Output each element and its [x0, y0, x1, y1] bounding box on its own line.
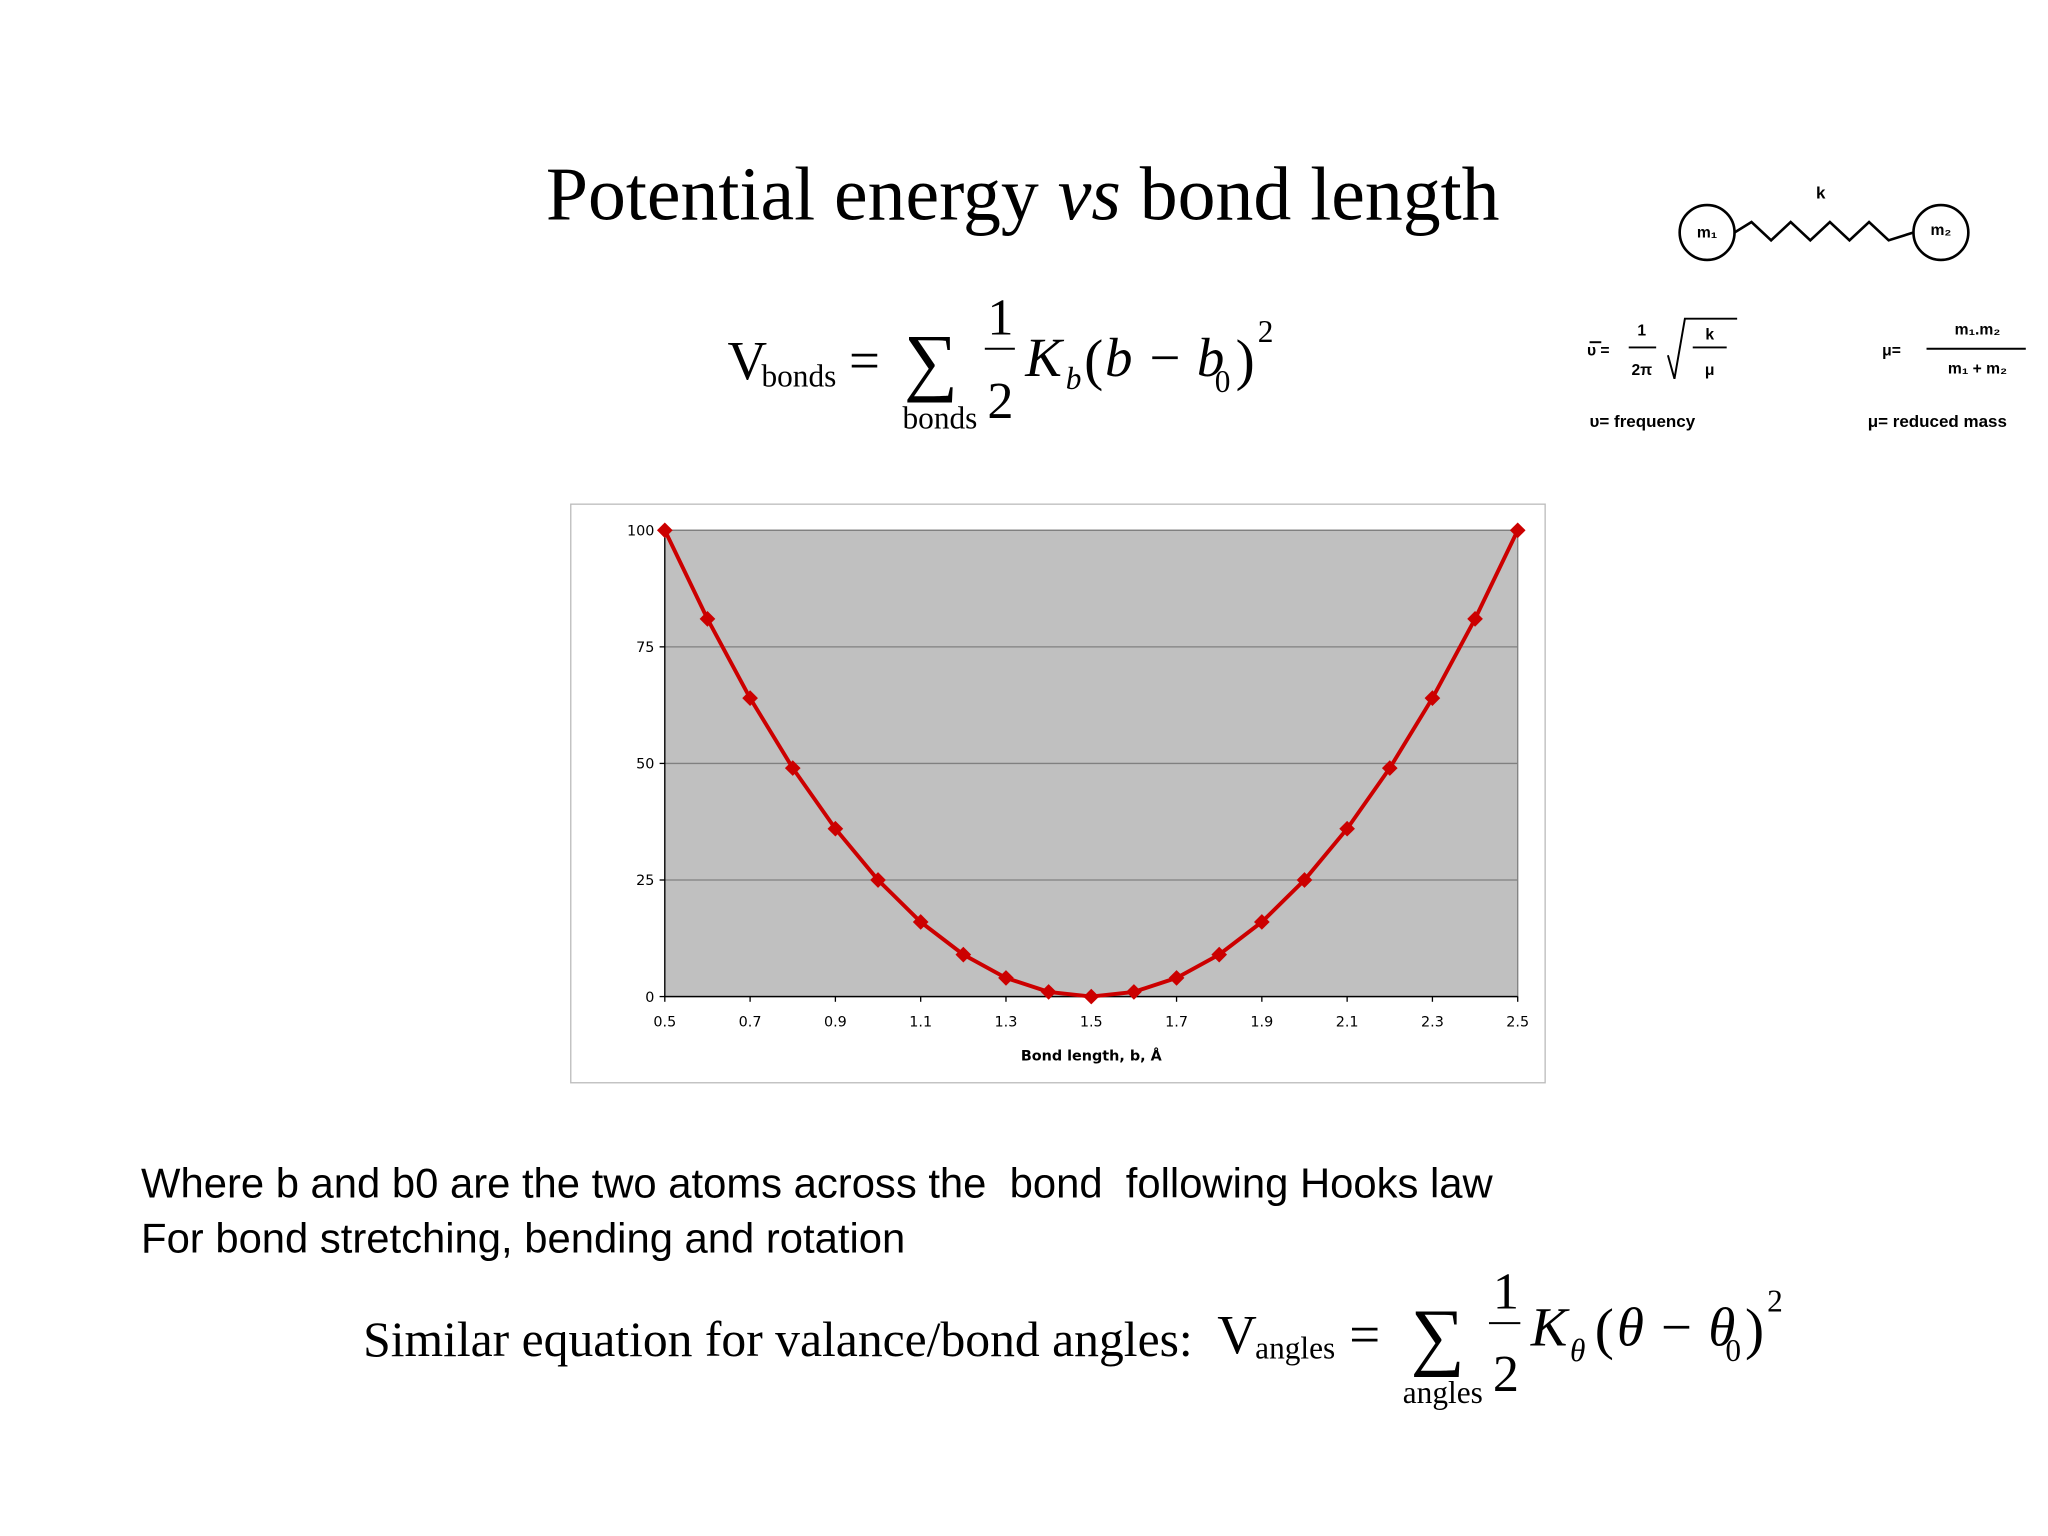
eq-text: θ — [1570, 1333, 1585, 1368]
formula-text: 1 — [1637, 323, 1646, 340]
eq-text: V — [728, 330, 768, 391]
formula-text: k — [1705, 327, 1714, 344]
eq-intro: Similar equation for valance/bond angles… — [363, 1312, 1193, 1367]
y-tick-label: 25 — [636, 873, 654, 889]
eq-text: ( — [1084, 329, 1103, 392]
formula-text: m₁.m₂ — [1955, 321, 2001, 338]
eq-text: K — [1530, 1296, 1570, 1357]
eq-text: angles — [1403, 1375, 1483, 1410]
body-text: For bond stretching, bending and rotatio… — [141, 1215, 905, 1262]
x-tick-label: 1.9 — [1250, 1015, 1273, 1031]
eq-text: = — [849, 330, 880, 391]
eq-text: 0 — [1725, 1333, 1741, 1368]
chart: 0 25 50 75 100 0.5 0.7 0.9 1.1 1.3 1.5 1.7 1.9 2.1 2.3… — [627, 522, 1529, 1065]
equation-angles: Similar equation for valance/bond angles… — [363, 1263, 1783, 1410]
eq-text: ) — [1745, 1298, 1764, 1361]
data-point — [784, 760, 801, 776]
x-tick-label: 0.9 — [824, 1015, 847, 1031]
eq-text: ∑ — [1411, 1294, 1465, 1378]
formula-caption: υ= frequency — [1590, 412, 1696, 431]
eq-text: θ − θ — [1617, 1296, 1735, 1357]
data-point — [1040, 984, 1057, 1000]
formula-text: μ — [1705, 362, 1715, 379]
x-tick-label: 0.7 — [739, 1015, 762, 1031]
x-tick-label: 1.5 — [1080, 1015, 1103, 1031]
mass-label: m₂ — [1930, 222, 1951, 239]
eq-text: V — [1217, 1304, 1257, 1365]
x-tick-label: 2.1 — [1336, 1015, 1359, 1031]
eq-text: 2 — [1767, 1283, 1783, 1318]
formula-text: m₁ + m₂ — [1948, 361, 2007, 378]
root-sign — [1666, 317, 1738, 380]
eq-text: ) — [1236, 329, 1255, 392]
x-tick-label: 1.7 — [1165, 1015, 1188, 1031]
eq-text: 2 — [987, 372, 1013, 430]
eq-text: 0 — [1215, 364, 1231, 399]
y-tick-label: 75 — [636, 640, 654, 656]
y-tick-label: 50 — [636, 757, 654, 773]
eq-text: 2 — [1258, 314, 1274, 349]
eq-text: b — [1066, 361, 1082, 396]
equation-bonds: V bonds = ∑ bonds 1 2 K b ( b − b 0 ) 2 — [728, 288, 1274, 435]
data-point — [1254, 914, 1270, 930]
x-tick-label: 2.5 — [1506, 1015, 1529, 1031]
eq-text: ( — [1595, 1298, 1614, 1361]
data-point — [955, 946, 972, 963]
eq-text: bonds — [903, 400, 978, 435]
spring-diagram: k m₁ m₂ υ = 1 2π k μ υ= frequency μ= m₁.… — [1587, 184, 2026, 431]
y-tick-label: 100 — [627, 524, 654, 540]
eq-text: = — [1349, 1304, 1380, 1365]
mass-label: m₁ — [1697, 225, 1717, 242]
eq-text: angles — [1255, 1330, 1335, 1365]
eq-text: b − b — [1105, 327, 1224, 388]
spring-label: k — [1816, 184, 1826, 203]
spring — [1733, 220, 1914, 243]
title: Potential energy vs bond length — [546, 152, 1500, 236]
x-axis-label: Bond length, b, Å — [1021, 1048, 1163, 1065]
eq-text: K — [1024, 327, 1064, 388]
title-part: bond length — [1121, 152, 1500, 236]
eq-text: 2 — [1493, 1345, 1519, 1403]
formula-text: μ= — [1882, 342, 1901, 359]
formula-text: 2π — [1631, 362, 1652, 379]
x-tick-label: 0.5 — [653, 1015, 676, 1031]
body-text: Where b and b0 are the two atoms across … — [141, 1160, 1493, 1207]
x-tick-label: 2.3 — [1421, 1015, 1444, 1031]
eq-text: 1 — [987, 288, 1013, 346]
eq-text: ∑ — [904, 320, 958, 404]
x-tick-label: 1.3 — [995, 1015, 1018, 1031]
x-tick-label: 1.1 — [909, 1015, 932, 1031]
data-point — [1467, 611, 1483, 627]
data-point — [1211, 946, 1228, 963]
formula-text: υ = — [1587, 342, 1610, 359]
eq-text: 1 — [1493, 1263, 1519, 1321]
formula-caption: μ= reduced mass — [1868, 412, 2007, 431]
y-tick-label: 0 — [645, 990, 654, 1006]
title-part: vs — [1058, 152, 1121, 236]
eq-text: bonds — [761, 359, 836, 394]
title-part: Potential energy — [546, 152, 1058, 236]
